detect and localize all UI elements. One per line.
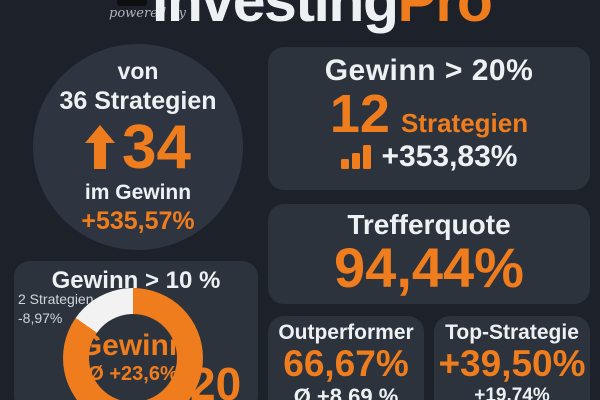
partner-logo-cropped bbox=[117, 0, 147, 6]
overview-total-strategies: 36 Strategien bbox=[59, 87, 217, 116]
gewinn20-count-line: 12 Strategien bbox=[268, 84, 590, 144]
outperformer-card: Outperformer 66,67% Ø +8,69 % bbox=[268, 316, 424, 400]
overview-count-row: 34 bbox=[85, 113, 191, 183]
overview-prefix: von bbox=[117, 58, 159, 85]
trefferquote-card: Trefferquote 94,44% bbox=[268, 204, 590, 304]
gewinn10-loss-count: 2 Strategien bbox=[18, 291, 94, 307]
outperformer-average: Ø +8,69 % bbox=[293, 383, 399, 400]
powered-by-label: powered by bbox=[109, 6, 186, 21]
investingpro-logo: InvestingPro bbox=[152, 0, 493, 34]
gewinn10-total-count: 20 bbox=[190, 358, 242, 400]
gewinn20-title: Gewinn > 20% bbox=[324, 54, 534, 87]
top-strategie-title: Top-Strategie bbox=[445, 321, 579, 344]
logo-investing-text: Investing bbox=[152, 0, 399, 34]
trefferquote-title: Trefferquote bbox=[347, 209, 511, 240]
gewinn10-center-label: Gewinn bbox=[78, 328, 188, 362]
bar-chart-icon bbox=[340, 145, 371, 172]
top-strategie-value: +39,50% bbox=[438, 343, 586, 384]
logo-pro-text: Pro bbox=[397, 0, 493, 34]
outperformer-title: Outperformer bbox=[278, 321, 414, 344]
overview-circle: von 36 Strategien 34 im Gewinn +535,57% bbox=[33, 44, 243, 250]
trefferquote-value: 94,44% bbox=[334, 236, 524, 299]
overview-winning-count: 34 bbox=[122, 113, 191, 183]
top-strategie-runner-up: +19,74% bbox=[474, 384, 550, 400]
outperformer-value: 66,67% bbox=[283, 343, 409, 384]
gewinn10-donut-ring: Gewinn Ø +23,6% bbox=[63, 288, 203, 400]
gewinn10-donut-center: Gewinn Ø +23,6% bbox=[79, 314, 187, 400]
gewinn20-count-unit: Strategien bbox=[400, 108, 529, 138]
gewinn20-stat-line: +353,83% bbox=[268, 142, 590, 172]
overview-suffix: im Gewinn bbox=[84, 180, 192, 204]
up-arrow-icon bbox=[85, 124, 116, 171]
gewinn10-center-average: Ø +23,6% bbox=[88, 362, 178, 385]
gewinn10-card: Gewinn > 10 % 2 Strategien -8,97% Gewinn… bbox=[14, 261, 258, 400]
gewinn20-card: Gewinn > 20% 12 Strategien +353,83% bbox=[268, 47, 590, 190]
gewinn10-loss-percent: -8,97% bbox=[18, 309, 63, 326]
gewinn20-count: 12 bbox=[329, 84, 390, 144]
gewinn20-gain: +353,83% bbox=[381, 140, 518, 174]
gewinn10-loss-label: 2 Strategien -8,97% bbox=[18, 290, 94, 328]
overview-total-gain: +535,57% bbox=[81, 206, 195, 235]
top-strategie-card: Top-Strategie +39,50% +19,74% bbox=[434, 316, 590, 400]
